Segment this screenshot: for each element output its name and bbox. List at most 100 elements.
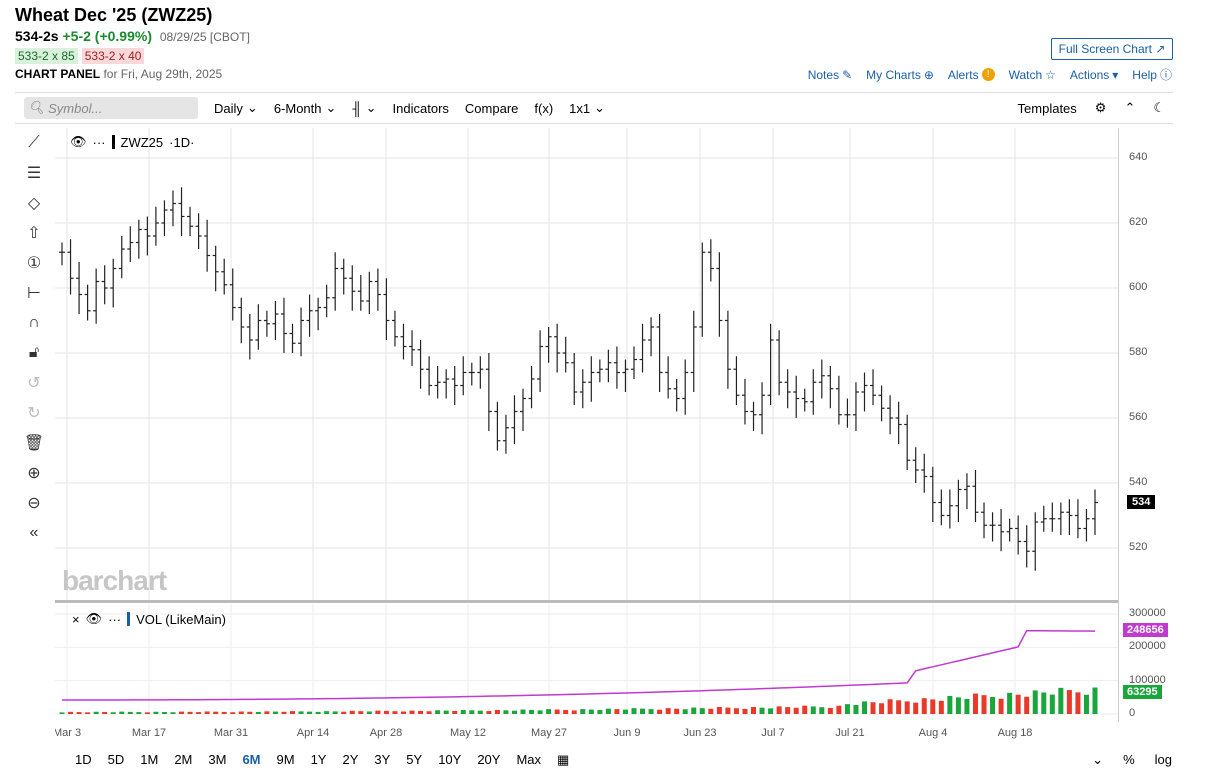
period-2y[interactable]: 2Y <box>342 752 359 767</box>
watch-link[interactable]: Watch ☆ <box>1008 67 1056 82</box>
percent-toggle[interactable]: % <box>1123 752 1135 767</box>
volume-bar <box>400 711 406 714</box>
log-toggle[interactable]: log <box>1154 752 1172 767</box>
volume-current-badge: 63295 <box>1123 684 1162 699</box>
eye-icon[interactable]: 👁︎ <box>85 611 103 626</box>
interval-dropdown[interactable]: Daily ⌄ <box>214 100 258 116</box>
volume-chart[interactable] <box>55 604 1118 720</box>
gear-icon[interactable]: ⚙ <box>1094 100 1107 115</box>
lock-icon[interactable]: 🔓︎ <box>28 344 40 361</box>
time-tick-label: Mar 3 <box>55 727 81 739</box>
alert-icon: ! <box>981 68 995 81</box>
trash-icon[interactable]: 🗑︎ <box>23 435 45 452</box>
volume-bar <box>742 708 748 714</box>
fib-tool-icon[interactable]: ☰ <box>26 165 42 182</box>
volume-bar <box>768 708 774 714</box>
volume-bar <box>1083 694 1089 714</box>
volume-bar <box>247 711 253 714</box>
calendar-icon[interactable]: ▦ <box>557 752 570 767</box>
ohlc-bar <box>426 356 433 396</box>
volume-bar <box>511 710 517 714</box>
zoom-in-icon[interactable]: ⊕ <box>27 465 41 482</box>
ohlc-bar <box>571 353 578 405</box>
range-dropdown[interactable]: 6-Month ⌄ <box>273 100 337 116</box>
pane-divider[interactable] <box>55 600 1118 603</box>
ohlc-bar <box>852 382 859 431</box>
compare-button[interactable]: Compare <box>464 100 519 116</box>
volume-bar <box>221 711 227 714</box>
chevron-down-icon[interactable]: ⌄ <box>1092 752 1104 767</box>
measure-tool-icon[interactable]: ⊢ <box>27 285 41 302</box>
more-icon[interactable]: ··· <box>108 611 122 627</box>
eye-icon[interactable]: 👁︎ <box>70 134 87 149</box>
shape-tool-icon[interactable]: ◇ <box>27 195 41 212</box>
indicators-button[interactable]: Indicators <box>392 100 449 116</box>
time-tick-label: Aug 18 <box>998 727 1033 739</box>
fx-button[interactable]: f(x) <box>534 100 554 116</box>
notes-link[interactable]: Notes ✎ <box>807 67 853 82</box>
period-3m[interactable]: 3M <box>208 752 227 767</box>
volume-bar <box>930 699 936 714</box>
volume-bar <box>1066 690 1072 714</box>
period-3y[interactable]: 3Y <box>374 752 391 767</box>
period-9m[interactable]: 9M <box>276 752 295 767</box>
period-5d[interactable]: 5D <box>107 752 125 767</box>
price-tick-label: 620 <box>1129 216 1148 228</box>
actions-link[interactable]: Actions ▾ <box>1069 67 1119 82</box>
undo-icon[interactable]: ↺ <box>27 375 41 392</box>
volume-bar <box>708 708 714 714</box>
alerts-link[interactable]: Alerts! <box>948 68 995 82</box>
dark-mode-icon[interactable]: ☾ <box>1153 100 1165 115</box>
templates-button[interactable]: Templates <box>1017 100 1077 116</box>
help-link[interactable]: Help ⓘ <box>1132 67 1172 83</box>
price-chart[interactable] <box>55 128 1118 600</box>
ohlc-bar <box>793 375 800 418</box>
line-tool-icon[interactable]: ⟋ <box>28 134 40 151</box>
volume-bar <box>955 697 961 714</box>
series-color-swatch <box>111 135 115 149</box>
period-max[interactable]: Max <box>516 752 542 767</box>
help-icon: ⓘ <box>1159 68 1172 82</box>
annotation-tool-icon[interactable]: ① <box>26 255 42 272</box>
arrow-tool-icon[interactable]: ⇧ <box>27 225 41 242</box>
more-icon[interactable]: ··· <box>92 134 106 150</box>
period-1d[interactable]: 1D <box>75 752 92 767</box>
price-axis[interactable]: 640 620 600 580 560 540 520 534 300000 200000 1000… <box>1118 128 1179 722</box>
ohlc-bar <box>1066 499 1073 535</box>
magnet-icon[interactable]: ∩ <box>28 314 40 331</box>
volume-bar <box>913 702 919 714</box>
mycharts-link[interactable]: My Charts ⊕ <box>866 67 934 82</box>
period-5y[interactable]: 5Y <box>406 752 423 767</box>
redo-icon[interactable]: ↻ <box>27 405 41 422</box>
volume-bar <box>810 706 816 714</box>
edit-icon: ✎ <box>842 67 853 82</box>
period-20y[interactable]: 20Y <box>477 752 501 767</box>
volume-bar <box>59 712 65 714</box>
chart-type-dropdown[interactable]: ╢ ⌄ <box>352 100 376 116</box>
volume-bar <box>76 712 82 714</box>
zoom-out-icon[interactable]: ⊖ <box>27 495 41 512</box>
period-2m[interactable]: 2M <box>174 752 193 767</box>
page-title: Wheat Dec '25 (ZWZ25) <box>15 5 213 25</box>
ohlc-bar <box>605 349 612 383</box>
time-axis[interactable]: Mar 3 Mar 17 Mar 31 Apr 14 Apr 28 May 12 May 2… <box>55 722 1118 740</box>
volume-bar <box>383 710 389 714</box>
period-10y[interactable]: 10Y <box>438 752 462 767</box>
volume-bar <box>204 711 210 714</box>
collapse-icon[interactable]: ⌃ <box>1124 100 1136 115</box>
volume-bar <box>281 711 287 714</box>
period-1m[interactable]: 1M <box>140 752 159 767</box>
collapse-sidebar-icon[interactable]: « <box>29 524 39 541</box>
volume-bar <box>691 707 697 714</box>
caret-down-icon: ▾ <box>1112 67 1119 82</box>
period-1y[interactable]: 1Y <box>310 752 327 767</box>
period-6m[interactable]: 6M <box>242 752 261 767</box>
layout-dropdown[interactable]: 1x1 ⌄ <box>569 100 606 116</box>
fullscreen-button[interactable]: Full Screen Chart ↗ <box>1051 38 1173 60</box>
close-icon[interactable]: × <box>72 611 80 627</box>
symbol-search[interactable]: 🔍︎ Symbol... <box>24 97 198 119</box>
volume-bar <box>964 698 970 714</box>
current-price-badge: 534 <box>1127 494 1156 509</box>
volume-bar <box>879 703 885 714</box>
price-tick-label: 640 <box>1129 151 1148 163</box>
